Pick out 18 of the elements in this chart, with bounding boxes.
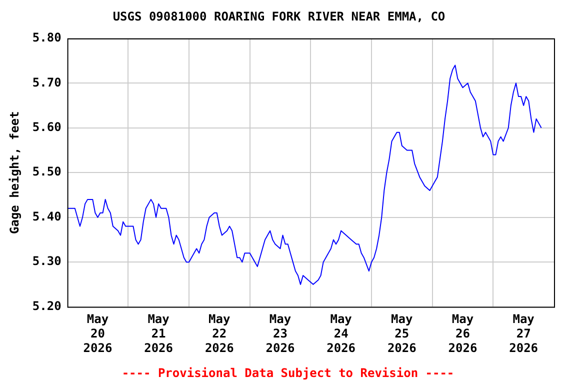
y-axis-title: Gage height, feet xyxy=(7,111,22,234)
x-tick-label: May 20 2026 xyxy=(83,312,112,355)
y-tick-label: 5.20 xyxy=(32,298,62,313)
x-tick-label: May 23 2026 xyxy=(266,312,295,355)
y-tick-label: 5.40 xyxy=(32,209,62,224)
y-tick-label: 5.70 xyxy=(32,75,62,90)
x-tick-label: May 22 2026 xyxy=(204,312,234,355)
x-tick-label: May 25 2026 xyxy=(387,312,416,355)
y-tick-label: 5.30 xyxy=(32,254,62,268)
x-tick-label: May 27 2026 xyxy=(509,312,538,355)
x-tick-label: May 21 2026 xyxy=(144,312,174,355)
y-tick-label: 5.50 xyxy=(32,164,62,179)
x-tick-label: May 26 2026 xyxy=(448,312,478,355)
y-tick-label: 5.60 xyxy=(32,120,62,134)
text: ---- Provisional Data Subject to Revision ---- xyxy=(120,366,456,380)
chart-title: USGS 09081000 ROARING FORK RIVER NEAR EMMA, CO xyxy=(112,9,446,24)
x-tick-label: May 24 2026 xyxy=(326,312,356,355)
y-tick-label: 5.80 xyxy=(32,30,62,45)
